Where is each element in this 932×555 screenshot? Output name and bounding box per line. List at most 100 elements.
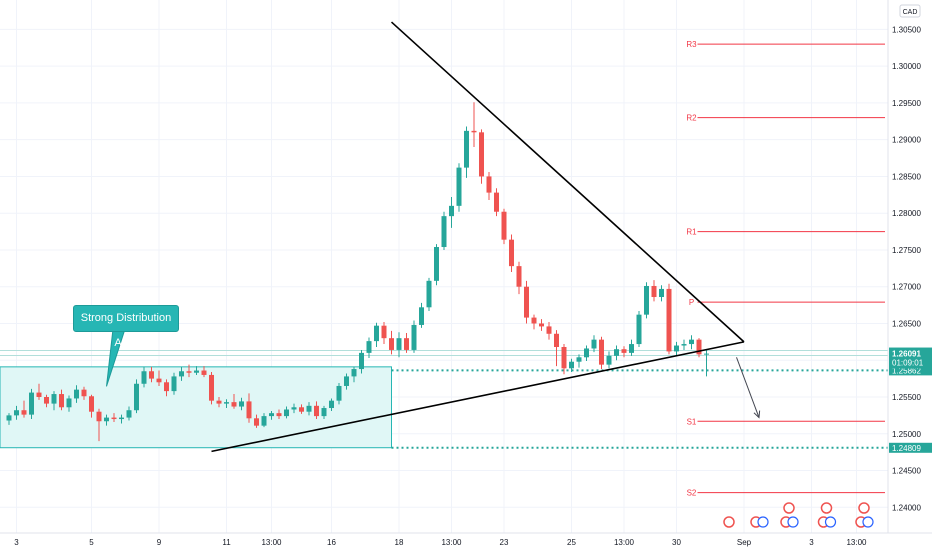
candle-body [246,401,252,419]
candle-body [156,378,162,383]
candle-body [636,314,642,345]
candle-body [659,288,664,298]
time-tick-label: 23 [500,538,509,547]
candle-body [471,130,477,133]
time-tick-label: 3 [809,538,814,547]
price-axis-panel [888,0,932,550]
candle-body [426,280,432,308]
time-tick-label: 16 [327,538,336,547]
projection-arrow-head [753,410,761,419]
candle-body [396,338,402,350]
candle-body [209,374,214,401]
distribution-area-rect [0,366,392,449]
candle-body [434,247,439,281]
level-price-tag [889,365,932,376]
candle-body [554,333,559,348]
price-tick-label: 1.28500 [892,172,921,181]
price-tick-label: 1.30500 [892,25,921,34]
economic-event-icon [723,516,735,528]
candle-body [194,370,199,373]
time-tick-label: 13:00 [846,538,867,547]
candle-body [36,392,42,397]
candle-body [141,371,147,384]
candle-body [269,413,274,417]
pivot-label-r3: R3 [686,40,697,49]
current-price-tag [889,347,932,369]
pivot-label-s2: S2 [687,489,697,498]
candle-body [531,317,537,324]
candle-body [689,339,694,345]
candle-body [186,371,192,373]
candle-body [561,347,567,369]
time-tick-label: 9 [157,538,162,547]
candle-body [201,370,207,375]
currency-badge-label: CAD [903,9,918,16]
pivot-label-s1: S1 [687,417,697,426]
candle-body [456,167,462,206]
level-price-tag [889,442,932,453]
strong-distribution-annotation[interactable]: Strong Distribution Area [73,305,179,349]
candle-body [381,325,387,339]
candle-body [29,392,34,415]
candle-body [6,415,12,421]
time-tick-label: 30 [672,538,681,547]
price-tick-label: 1.29000 [892,136,921,145]
candle-body [651,285,657,298]
time-tick-label: 18 [395,538,404,547]
candle-body [96,411,102,422]
candle-body [509,239,514,267]
candle-body [539,323,544,327]
canada-event-icon [858,502,870,514]
candle-body [546,326,552,334]
candle-body [224,402,229,404]
candle-body [681,344,687,346]
candle-body [179,371,184,377]
us-event-icon [787,516,799,528]
descending-trendline [390,21,745,343]
candle-body [404,338,409,350]
candle-body [591,339,597,349]
candle-body [479,132,484,177]
candle-body [501,211,507,240]
candle-body [261,416,267,426]
price-tick-label: 1.25500 [892,393,921,402]
candle-body [14,410,19,416]
candle-body [374,325,379,342]
candle-body [216,400,222,404]
candle-body [171,376,177,392]
candle-body [464,130,469,168]
candle-body [524,286,529,318]
price-tick-label: 1.30000 [892,62,921,71]
candle-body [239,401,244,407]
candle-body [126,410,132,418]
candle-body [59,394,64,408]
candle-body [606,355,612,365]
candle-body [231,402,237,407]
us-event-icon [862,516,874,528]
countdown-label: 01:09:01 [892,359,924,368]
candle-body [411,324,417,350]
candle-body [164,382,169,392]
time-tick-label: Sep [737,538,752,547]
candle-body [569,361,574,369]
candle-body [51,394,57,404]
candle-body [81,389,87,397]
candle-body [666,288,672,352]
candle-body [351,369,357,377]
us-event-icon [757,516,769,528]
us-event-icon [824,516,837,528]
candle-body [584,348,589,358]
candle-body [359,352,364,370]
current-price-label: 1.26091 [892,350,921,359]
candle-body [306,405,312,412]
candle-body [284,409,289,417]
candle-body [291,407,297,410]
candle-body [336,385,342,401]
candle-body [516,266,522,287]
candle-body [441,216,447,248]
candle-body [629,344,634,353]
currency-badge [899,4,921,18]
candle-body [419,307,424,325]
